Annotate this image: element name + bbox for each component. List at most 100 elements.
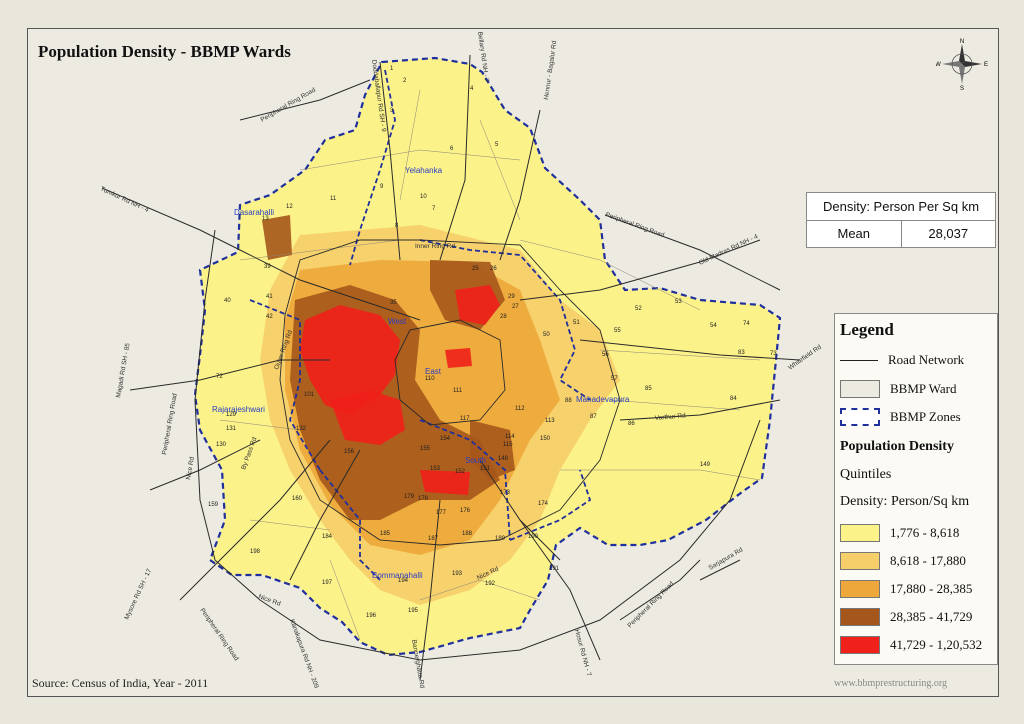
zone-label-west: West <box>388 317 407 326</box>
ward-number-54: 54 <box>710 323 717 329</box>
zone-label-south: South <box>465 456 486 465</box>
ward-number-194: 194 <box>398 578 409 584</box>
ward-number-28: 28 <box>500 314 507 320</box>
ward-number-152: 152 <box>455 469 466 475</box>
legend-zones-label: BBMP Zones <box>890 409 961 424</box>
ward-number-192: 192 <box>485 581 496 587</box>
ward-number-42: 42 <box>266 314 273 320</box>
class-1-swatch <box>840 524 880 542</box>
ward-number-174: 174 <box>538 501 549 507</box>
ward-number-57: 57 <box>611 376 618 382</box>
legend-ward: BBMP Ward <box>840 380 957 398</box>
ward-number-55: 55 <box>614 328 621 334</box>
ward-number-87: 87 <box>590 414 597 420</box>
ward-number-176: 176 <box>460 508 471 514</box>
road-label-inner-ring: Inner Ring Rd <box>415 243 455 250</box>
density-summary-table: Density: Person Per Sq km Mean 28,037 <box>806 192 996 248</box>
ward-number-1: 1 <box>390 66 394 72</box>
ward-number-188: 188 <box>462 531 473 537</box>
ward-number-12: 12 <box>286 204 293 210</box>
ward-number-41: 41 <box>266 294 273 300</box>
ward-number-132: 132 <box>296 426 307 432</box>
ward-number-72: 72 <box>216 374 223 380</box>
road-label-whitefield: Whitefield Rd <box>787 344 823 372</box>
ward-number-190: 190 <box>528 534 539 540</box>
road-label-mysore: Mysore Rd SH - 17 <box>123 567 153 620</box>
ward-number-101: 101 <box>304 392 315 398</box>
ward-number-53: 53 <box>675 299 682 305</box>
legend-zones: BBMP Zones <box>840 408 961 426</box>
ward-number-73: 73 <box>770 351 777 357</box>
ward-number-179: 179 <box>404 494 415 500</box>
map-title: Population Density - BBMP Wards <box>38 42 291 61</box>
ward-number-50: 50 <box>543 332 550 338</box>
ward-number-148: 148 <box>498 456 509 462</box>
road-label-peripheral-se: Peripheral Ring Road <box>626 580 675 629</box>
ward-number-110: 110 <box>425 376 435 382</box>
ward-number-191: 191 <box>549 566 560 572</box>
zone-label-bommanahalli: Bommanahalli <box>372 571 423 580</box>
compass-w: W <box>936 62 941 68</box>
class-2-label: 8,618 - 17,880 <box>890 553 966 568</box>
legend-class-5: 41,729 - 1,20,532 <box>840 636 982 654</box>
road-label-old-madras: Old Madras Rd NH - 4 <box>698 233 760 267</box>
website-link[interactable]: www.bbmprestructuring.org <box>834 678 948 689</box>
compass-n: N <box>960 39 964 45</box>
ward-number-151: 151 <box>480 466 491 472</box>
ward-number-193: 193 <box>452 571 463 577</box>
road-label-bellary: Bellary Rd NH - 7 <box>476 31 490 82</box>
road-label-peripheral-sw: Peripheral Ring Road <box>198 607 240 662</box>
ward-number-160: 160 <box>292 496 303 502</box>
ward-number-153: 153 <box>430 466 441 472</box>
ward-number-52: 52 <box>635 306 642 312</box>
legend-class-2: 8,618 - 17,880 <box>840 552 966 570</box>
zone-label-dasarahalli: Dasarahalli <box>234 208 274 217</box>
road-label-byepass: By Pass Rd <box>240 436 258 471</box>
ward-number-26: 26 <box>490 266 497 272</box>
density-zone-brown-w <box>262 215 292 260</box>
map-legend: Legend Road Network BBMP Ward BBMP Zones… <box>834 313 998 665</box>
class-5-label: 41,729 - 1,20,532 <box>890 637 983 652</box>
legend-density-unit: Density: Person/Sq km <box>840 494 970 509</box>
ward-number-29: 29 <box>508 294 515 300</box>
legend-ward-label: BBMP Ward <box>890 381 957 396</box>
road-label-varthur: Varthur Rd <box>655 412 687 422</box>
ward-number-185: 185 <box>380 531 391 537</box>
legend-quintiles: Quintiles <box>840 467 892 482</box>
ward-number-74: 74 <box>743 321 750 327</box>
zone-label-yelahanka: Yelahanka <box>405 166 443 175</box>
road-label-nice-sw: Nice Rd <box>257 593 281 608</box>
ward-number-83: 83 <box>738 350 745 356</box>
density-zone-brown-se <box>470 420 515 480</box>
ward-number-155: 155 <box>420 446 431 452</box>
zone-boundaries <box>249 69 592 581</box>
source-note: Source: Census of India, Year - 2011 <box>32 676 209 690</box>
ward-number-39: 39 <box>264 264 271 270</box>
ward-number-150: 150 <box>540 436 551 442</box>
road-network <box>101 54 801 681</box>
density-zone-red-3 <box>455 285 500 325</box>
ward-number-8: 8 <box>395 223 399 229</box>
ward-number-6: 6 <box>450 146 454 152</box>
ward-number-189: 189 <box>495 536 506 542</box>
legend-title: Legend <box>840 320 894 339</box>
ward-number-178: 178 <box>418 496 429 502</box>
road-label-hosur: Hosur Rd NH - 7 <box>573 629 592 678</box>
road-label-nice-w: Nice Rd <box>185 456 196 480</box>
mean-value: 28,037 <box>900 221 996 247</box>
zone-swatch-icon <box>840 408 880 426</box>
road-label-peripheral-nw: Peripheral Ring Road <box>260 86 318 123</box>
legend-road: Road Network <box>840 352 964 368</box>
ward-number-184: 184 <box>322 534 333 540</box>
ward-number-56: 56 <box>602 352 609 358</box>
road-label-bannerghatta: Bannerghatta Rd <box>410 639 425 689</box>
ward-number-130: 130 <box>216 442 227 448</box>
road-label-nice-s: Nice Rd <box>476 566 500 582</box>
ward-number-131: 131 <box>226 426 237 432</box>
road-label-tumkur: Tumkur Rd NH - 4 <box>99 185 150 214</box>
road-label-peripheral-ne: Peripheral Ring Road <box>604 211 665 239</box>
ward-number-25: 25 <box>472 266 479 272</box>
road-label-doddaballapur: Doddaballapur Rd SH - 9 <box>370 59 387 132</box>
